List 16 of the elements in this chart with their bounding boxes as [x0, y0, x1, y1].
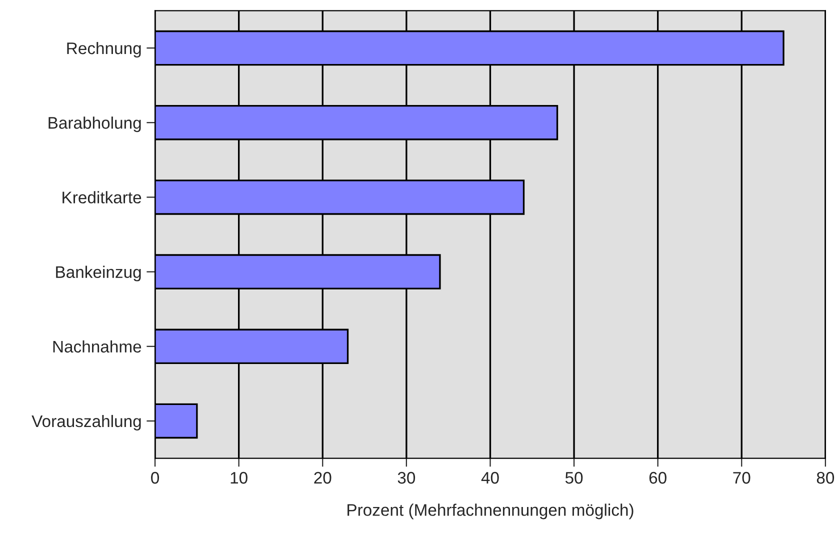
x-tick-label: 20 — [314, 472, 332, 484]
x-tick-label: 50 — [565, 472, 583, 484]
y-tick-label: Barabholung — [48, 116, 141, 132]
x-tick-label: 70 — [733, 472, 750, 484]
x-tick-label: 0 — [151, 472, 160, 484]
y-tick-label: Nachnahme — [53, 340, 142, 353]
x-tick-label: 10 — [230, 472, 248, 484]
x-axis-title: Prozent (Mehrfachnennungen möglich) — [348, 504, 634, 520]
y-tick-label: Bankeinzug — [56, 266, 141, 282]
y-tick-label: Rechnung — [67, 42, 141, 58]
x-tick-label: 40 — [481, 472, 499, 484]
x-tick-label: 80 — [816, 472, 834, 484]
y-tick-label: Vorauszahlung — [32, 414, 141, 430]
x-tick-label: 60 — [649, 472, 666, 484]
x-tick-label: 30 — [398, 472, 416, 484]
y-tick-label: Kreditkarte — [62, 191, 142, 204]
